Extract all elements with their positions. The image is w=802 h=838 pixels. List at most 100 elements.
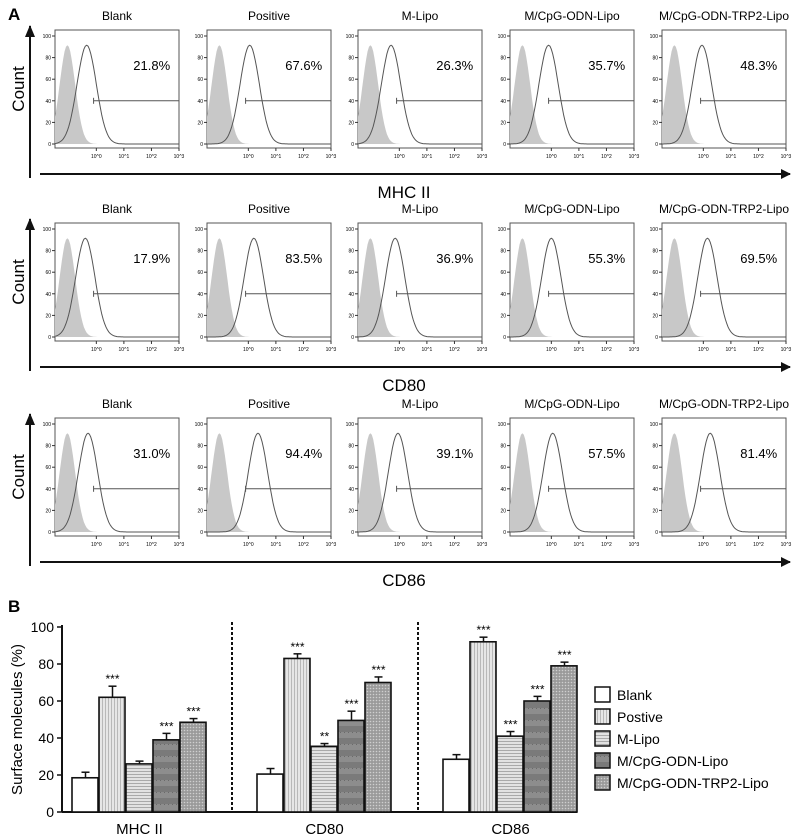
gate-percentage: 48.3% [740,58,777,73]
bar [364,681,392,813]
sample-histogram [510,432,634,533]
y-tick-label: 20 [348,120,354,126]
bar [496,735,524,813]
y-tick-label: 60 [45,465,51,471]
sample-histogram [358,432,482,533]
panel-label: A [8,5,20,24]
x-tick-label: 10^0 [91,154,102,160]
x-tick-label: 10^3 [174,154,185,160]
significance-label: *** [503,718,517,732]
x-tick-label: 10^2 [753,542,764,548]
y-tick-label: 20 [652,508,658,514]
plot-title: M-Lipo [402,9,439,23]
significance-label: *** [530,682,544,696]
y-tick-label: 20 [348,313,354,319]
y-tick-label: 40 [348,99,354,105]
isotype-histogram [358,238,482,337]
y-tick-label: 60 [45,270,51,276]
y-tick-label: 80 [348,249,354,255]
y-tick-label: 100 [195,227,204,233]
legend-label: Blank [617,687,653,703]
legend-swatch [594,752,611,769]
y-axis-label: Count [9,259,28,305]
x-tick-label: 10^3 [629,347,640,353]
x-tick-label: CD86 [491,821,529,838]
significance-label: *** [344,697,358,711]
x-tick-label: 10^1 [574,347,585,353]
histogram-plot: M/CpG-ODN-TRP2-Lipo 0 20 40 60 80 100 10^0 10^1 1… [650,397,792,548]
y-axis-label: Surface molecules (%) [9,644,26,795]
y-tick-label: 20 [45,313,51,319]
plot-title: M/CpG-ODN-Lipo [524,397,620,411]
significance-label: ** [320,730,330,744]
x-tick-label: 10^3 [477,542,488,548]
histogram-plot: M/CpG-ODN-TRP2-Lipo 0 20 40 60 80 100 10^0 10^1 1… [650,9,792,160]
significance-label: *** [159,719,173,733]
histogram-plot: Blank 0 20 40 60 80 100 10^0 10^1 10^2 10^3 21.8% [43,9,185,160]
x-tick-label: 10^2 [753,154,764,160]
y-tick-label: 40 [45,99,51,105]
y-tick-label: 100 [31,619,55,635]
x-tick-label: 10^3 [477,154,488,160]
y-tick-label: 80 [652,444,658,450]
isotype-histogram [358,433,482,532]
gate-percentage: 31.0% [133,446,170,461]
significance-label: *** [476,623,490,637]
x-tick-label: 10^2 [449,154,460,160]
histogram-row: Count MHC II Blank 0 20 40 60 80 100 10^0 10^1 10^2… [9,9,792,202]
y-axis-label: Count [9,454,28,500]
histogram-row: Count CD80 Blank 0 20 40 60 80 100 10^0 10^1 10^2 10… [9,202,792,395]
plot-title: Positive [248,9,290,23]
y-tick-label: 60 [500,77,506,83]
y-tick-label: 80 [197,249,203,255]
y-tick-label: 40 [197,99,203,105]
isotype-histogram [510,238,634,337]
x-tick-label: 10^0 [546,154,557,160]
bar [179,721,207,813]
bar [283,657,311,813]
y-tick-label: 60 [652,77,658,83]
y-tick-label: 0 [351,530,354,536]
y-tick-label: 40 [652,487,658,493]
isotype-histogram [662,433,786,532]
y-tick-label: 40 [45,487,51,493]
gate-percentage: 17.9% [133,251,170,266]
legend-swatch [594,730,611,747]
histogram-plot: Positive 0 20 40 60 80 100 10^0 10^1 10^2 10^3 83.5… [195,202,337,353]
plot-title: Positive [248,202,290,216]
y-tick-label: 40 [652,99,658,105]
gate-percentage: 55.3% [588,251,625,266]
isotype-histogram [55,238,179,337]
x-tick-label: 10^1 [422,542,433,548]
x-tick-label: 10^0 [394,154,405,160]
histogram-plot: M/CpG-ODN-Lipo 0 20 40 60 80 100 10^0 10^1 10^2 10… [498,202,640,353]
x-tick-label: 10^0 [698,542,709,548]
gate-percentage: 26.3% [436,58,473,73]
y-tick-label: 60 [38,693,54,709]
y-tick-label: 40 [500,292,506,298]
sample-histogram [662,237,786,338]
gate-percentage: 83.5% [285,251,322,266]
legend-swatch [594,774,611,791]
y-tick-label: 80 [500,249,506,255]
legend-swatch [594,686,611,703]
y-tick-label: 80 [652,249,658,255]
gate-percentage: 35.7% [588,58,625,73]
y-tick-label: 20 [652,120,658,126]
legend-label: M/CpG-ODN-Lipo [617,753,728,769]
x-tick-label: 10^2 [298,154,309,160]
plot-title: M/CpG-ODN-TRP2-Lipo [659,9,789,23]
x-tick-label: 10^2 [146,347,157,353]
x-tick-label: 10^3 [629,154,640,160]
bar [98,696,126,813]
bar [550,665,578,813]
y-tick-label: 80 [45,249,51,255]
gate-percentage: 39.1% [436,446,473,461]
x-tick-label: 10^0 [546,542,557,548]
y-tick-label: 0 [48,530,51,536]
y-tick-label: 80 [38,656,54,672]
y-tick-label: 0 [46,804,54,820]
sample-histogram [662,44,786,145]
y-tick-label: 60 [45,77,51,83]
